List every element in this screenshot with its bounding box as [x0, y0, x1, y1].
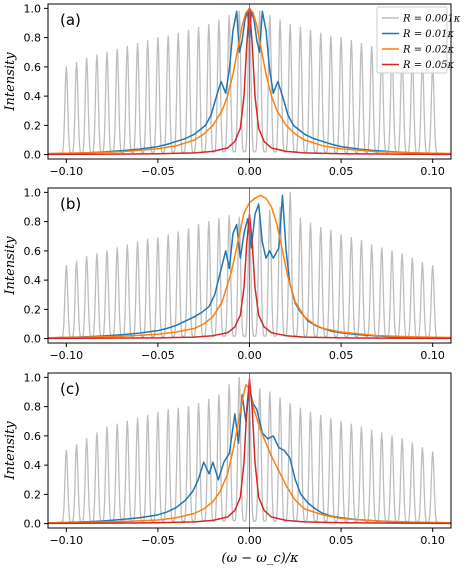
y-tick-label: 0.2	[24, 488, 42, 501]
x-tick-label: −0.10	[49, 165, 83, 178]
panels: −0.10 −0.05 0.00 0.05 0.10 0.0 0.2 0.4 0.6 0.8 1.0…	[3, 2, 461, 547]
y-axis-label: Intensity	[3, 421, 18, 481]
y-tick-label: 0.0	[24, 149, 42, 162]
panel-label: (b)	[60, 195, 81, 213]
plot-area	[48, 373, 451, 528]
x-tick-label: −0.05	[141, 534, 175, 547]
panel-c: −0.10 −0.05 0.00 0.05 0.10 0.0 0.2 0.4 0.6 0.8 1.0…	[3, 371, 452, 547]
x-tick-label: −0.05	[141, 349, 175, 362]
y-tick-label: 1.0	[24, 2, 42, 15]
x-tick-label: 0.00	[237, 349, 262, 362]
y-tick-label: 0.8	[24, 401, 42, 414]
x-tick-label: 0.10	[420, 349, 445, 362]
y-tick-label: 0.6	[24, 430, 42, 443]
legend-entry: R = 0.01κ	[402, 29, 455, 40]
y-tick-label: 0.0	[24, 333, 42, 346]
y-axis-label: Intensity	[3, 236, 18, 296]
panel-b: −0.10 −0.05 0.00 0.05 0.10 0.0 0.2 0.4 0.6 0.8 1.0…	[3, 186, 452, 362]
legend-entry: R = 0.02κ	[402, 45, 455, 56]
y-tick-label: 0.4	[24, 459, 42, 472]
x-axis-label: (ω − ω_c)/κ	[221, 551, 299, 566]
x-tick-label: −0.05	[141, 165, 175, 178]
y-tick-label: 0.8	[24, 216, 42, 229]
y-tick-label: 0.0	[24, 518, 42, 531]
y-tick-label: 0.2	[24, 303, 42, 316]
x-tick-label: 0.00	[237, 165, 262, 178]
y-tick-label: 1.0	[24, 371, 42, 384]
panel-label: (a)	[60, 11, 81, 29]
legend-box	[376, 6, 448, 74]
x-tick-label: 0.00	[237, 534, 262, 547]
legend-entry: R = 0.05κ	[402, 60, 455, 71]
y-tick-label: 0.2	[24, 119, 42, 132]
x-tick-label: 0.10	[420, 534, 445, 547]
x-tick-label: 0.05	[329, 534, 354, 547]
y-axis-label: Intensity	[3, 52, 18, 112]
y-tick-label: 1.0	[24, 186, 42, 199]
x-tick-label: 0.05	[329, 349, 354, 362]
x-tick-label: 0.05	[329, 165, 354, 178]
y-tick-label: 0.4	[24, 274, 42, 287]
panel-label: (c)	[60, 380, 80, 398]
plot-area	[48, 188, 451, 343]
y-tick-label: 0.4	[24, 90, 42, 103]
panel-a: −0.10 −0.05 0.00 0.05 0.10 0.0 0.2 0.4 0.6 0.8 1.0…	[3, 2, 461, 178]
y-tick-label: 0.6	[24, 61, 42, 74]
x-tick-label: −0.10	[49, 349, 83, 362]
legend-entry: R = 0.001κ	[402, 14, 461, 25]
x-tick-label: 0.10	[420, 165, 445, 178]
plot-area	[48, 4, 451, 159]
series-line-3	[48, 194, 451, 339]
legend: R = 0.001κ R = 0.01κ R = 0.02κ R = 0.05κ	[376, 6, 461, 74]
y-tick-label: 0.6	[24, 245, 42, 258]
x-tick-label: −0.10	[49, 534, 83, 547]
y-tick-label: 0.8	[24, 32, 42, 45]
